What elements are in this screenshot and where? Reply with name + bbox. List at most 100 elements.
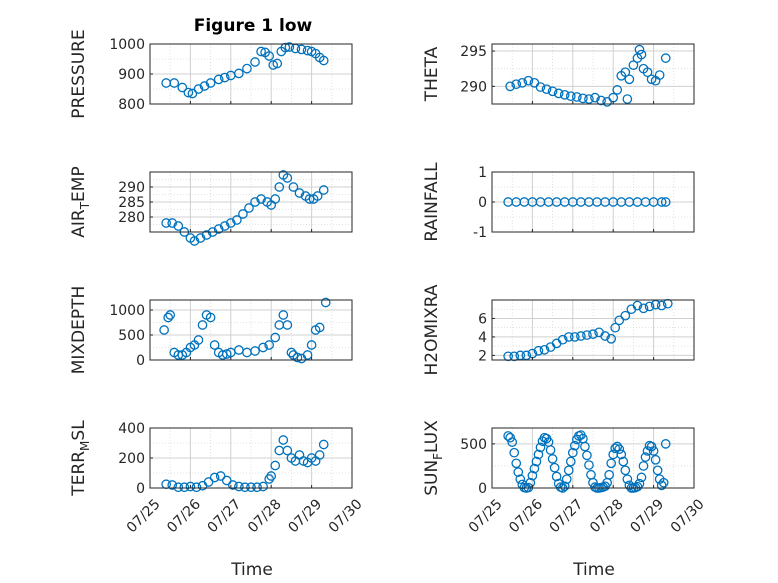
axes-box	[491, 299, 695, 361]
data-point	[517, 77, 528, 88]
y-tick-label: 0	[136, 481, 145, 497]
data-point	[296, 44, 307, 55]
data-point	[205, 312, 216, 323]
x-tick-label: 07/28	[245, 496, 285, 536]
data-point	[660, 439, 671, 449]
axes-box	[491, 427, 695, 489]
data-point	[219, 221, 230, 231]
data-point	[306, 340, 317, 350]
x-axis-label-left: Time	[230, 560, 273, 580]
data-point	[565, 91, 576, 102]
data-point	[314, 322, 325, 333]
data-point	[250, 57, 260, 67]
data-point	[565, 456, 576, 467]
data-point	[511, 458, 522, 469]
data-point	[195, 233, 206, 243]
data-point	[270, 194, 281, 204]
data-point	[234, 481, 244, 492]
data-point	[163, 312, 174, 323]
data-point	[539, 344, 550, 355]
data-point	[159, 325, 169, 335]
data-point	[547, 86, 558, 97]
data-point	[640, 452, 651, 462]
data-point	[571, 92, 582, 102]
data-point	[513, 467, 524, 477]
data-point	[580, 441, 590, 452]
y-tick-label: 280	[118, 210, 145, 226]
data-point	[167, 480, 178, 490]
data-point	[264, 51, 275, 61]
data-point	[219, 72, 230, 83]
data-point	[610, 443, 621, 454]
data-point	[264, 340, 275, 350]
data-point	[201, 230, 212, 240]
data-point	[509, 351, 520, 362]
y-axis-label: TERRMSL	[69, 420, 92, 497]
y-tick-label: 1	[478, 165, 487, 181]
data-point	[199, 81, 210, 91]
data-point	[632, 300, 643, 311]
x-tick-label: 07/30	[326, 496, 366, 536]
data-point	[535, 82, 546, 92]
data-point	[612, 441, 623, 452]
data-point	[523, 75, 534, 86]
y-axis-label: MIXDEPTH	[69, 286, 89, 375]
y-tick-label: 4	[478, 330, 487, 346]
y-axis-label: RAINFALL	[422, 162, 442, 242]
data-point	[240, 482, 250, 493]
data-point	[302, 350, 313, 360]
data-point	[232, 215, 242, 225]
y-tick-label: 290	[460, 79, 487, 95]
data-point	[563, 332, 574, 342]
data-point	[304, 194, 315, 204]
data-point	[312, 191, 323, 201]
subplot-h2omixra: 2 4 6 H2OMIXRA	[422, 284, 695, 376]
data-point	[183, 87, 194, 98]
y-tick-label: 0	[478, 195, 487, 211]
data-point	[511, 79, 522, 90]
data-point	[549, 462, 560, 473]
data-point	[225, 218, 236, 228]
y-tick-label: 295	[460, 44, 487, 60]
subplot-terr-msl: 0 200 400 07/25 07/26 07/27 07/28 07/29 07/30 TER…	[69, 420, 366, 536]
data-point	[616, 449, 627, 460]
data-point	[628, 60, 639, 71]
x-tick-label: 07/26	[506, 496, 546, 536]
data-point	[636, 472, 647, 483]
y-axis-label: H2OMIXRA	[422, 284, 442, 375]
data-point	[318, 439, 329, 450]
data-point	[209, 340, 220, 350]
data-point	[286, 347, 297, 358]
data-point	[652, 465, 663, 476]
data-point	[614, 444, 625, 455]
data-point	[215, 471, 226, 481]
y-tick-label: 900	[118, 67, 145, 83]
data-point	[559, 89, 570, 100]
data-point	[272, 58, 283, 69]
data-point	[561, 474, 572, 485]
data-point	[284, 42, 295, 52]
data-point	[533, 449, 544, 460]
data-point	[606, 458, 617, 469]
data-point	[203, 477, 214, 487]
data-point	[185, 481, 196, 492]
data-point	[294, 188, 305, 198]
data-point	[205, 78, 216, 88]
data-point	[559, 481, 570, 492]
data-point	[244, 203, 254, 213]
data-point	[660, 53, 671, 63]
x-tick-label: 07/25	[466, 496, 506, 536]
data-point	[258, 342, 268, 353]
data-point	[557, 334, 568, 345]
data-point	[288, 182, 299, 192]
data-point	[656, 480, 667, 491]
data-point	[256, 194, 266, 204]
data-point	[650, 454, 661, 465]
data-point	[600, 331, 610, 341]
data-point	[209, 472, 220, 483]
data-point	[535, 442, 546, 453]
data-point	[509, 447, 520, 458]
x-tick-label: 07/28	[587, 496, 627, 536]
y-axis-label: AIRTEMP	[69, 166, 92, 237]
data-point	[648, 446, 659, 456]
